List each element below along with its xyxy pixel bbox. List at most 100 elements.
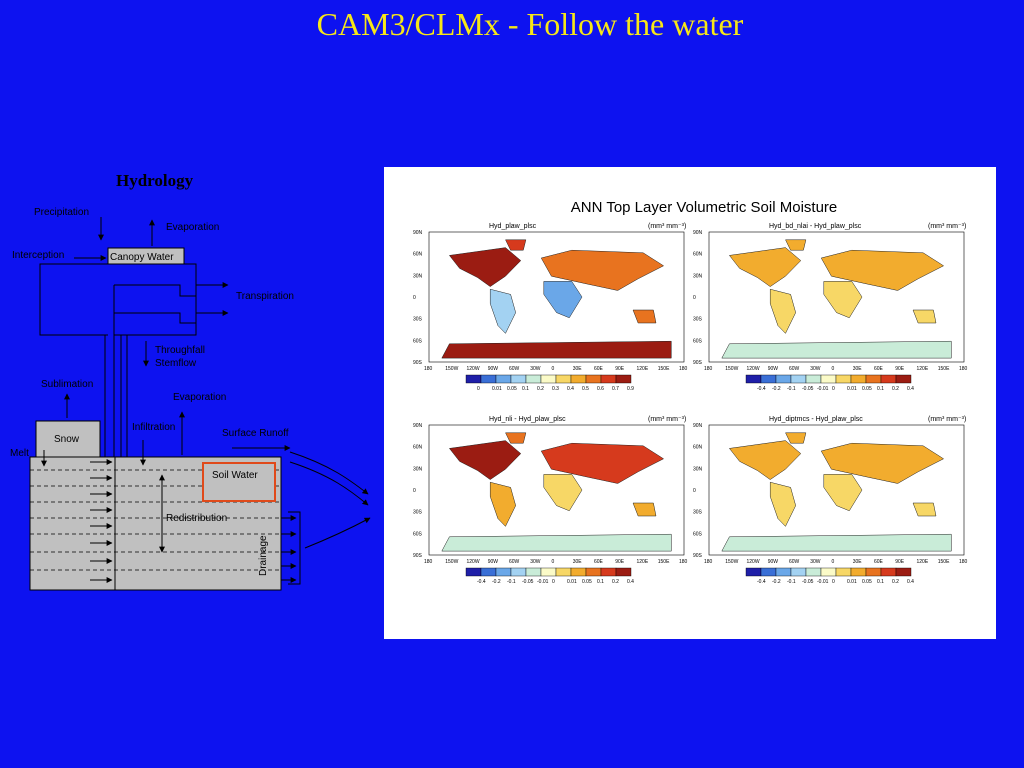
lat-tick: 30N [693, 273, 703, 279]
lon-tick: 150W [725, 366, 738, 372]
lat-tick: 30N [413, 466, 423, 472]
landmass [448, 247, 522, 287]
colorbar-label: -0.2 [772, 579, 781, 585]
lon-tick: 60W [789, 559, 800, 565]
canopy-water-label: Canopy Water [110, 252, 174, 263]
colorbar-swatch [495, 567, 512, 577]
lat-tick: 0 [693, 488, 696, 494]
colorbar-swatch [790, 567, 807, 577]
map-plot-1: Hyd_plaw_plsc (mm³ mm⁻³) 90N 60N 30N 0 30S 60S 9… [413, 223, 688, 392]
lon-tick: 90W [488, 366, 499, 372]
colorbar-swatch [805, 567, 822, 577]
colorbar-swatch [465, 567, 482, 577]
colorbar-swatch [760, 374, 777, 384]
colorbar-swatch [805, 374, 822, 384]
landmass [632, 309, 657, 324]
lon-tick: 90E [615, 366, 625, 372]
colorbar-swatch [820, 567, 837, 577]
lon-tick: 150W [445, 559, 458, 565]
lat-tick: 90N [413, 230, 423, 236]
colorbar-label: -0.1 [507, 579, 516, 585]
sublimation-label: Sublimation [41, 379, 93, 390]
colorbar-label: 0.3 [552, 386, 559, 392]
lat-tick: 90S [693, 553, 703, 559]
soil-moisture-panel: ANN Top Layer Volumetric Soil Moisture H… [384, 167, 996, 639]
lat-tick: 60S [413, 338, 423, 344]
landmass [540, 249, 665, 291]
colorbar-label: -0.2 [772, 386, 781, 392]
lon-tick: 150E [658, 559, 670, 565]
lat-tick: 30S [693, 510, 703, 516]
colorbar-swatch [525, 374, 542, 384]
colorbar-label: 0.2 [892, 386, 899, 392]
landmass [505, 432, 527, 444]
colorbar-swatch [895, 374, 912, 384]
colorbar-swatch [555, 374, 572, 384]
lat-tick: 0 [693, 295, 696, 301]
hydrology-title: Hydrology [116, 171, 194, 190]
lon-tick: 180 [704, 366, 713, 372]
map-units: (mm³ mm⁻³) [928, 223, 966, 230]
lon-tick: 0 [832, 559, 835, 565]
landmass [728, 440, 802, 480]
runoff-curve [289, 451, 369, 495]
lat-tick: 60N [693, 252, 703, 258]
colorbar-swatch [775, 567, 792, 577]
lon-tick: 120W [747, 559, 760, 565]
ground-evaporation-label: Evaporation [173, 392, 226, 403]
colorbar-swatch [510, 567, 527, 577]
lat-tick: 60S [413, 531, 423, 537]
colorbar-swatch [510, 374, 527, 384]
lat-tick: 60N [693, 445, 703, 451]
lon-tick: 90W [768, 559, 779, 565]
landmass [769, 288, 796, 334]
lat-tick: 60N [413, 445, 423, 451]
colorbar-swatch [835, 374, 852, 384]
lon-tick: 90E [615, 559, 625, 565]
drainage-curve [304, 517, 371, 549]
landmass [441, 533, 672, 552]
lon-tick: 180 [959, 559, 968, 565]
colorbar-label: 0.4 [907, 579, 914, 585]
colorbar-swatch [880, 374, 897, 384]
colorbar-swatch [760, 567, 777, 577]
colorbar-label: 0.2 [612, 579, 619, 585]
lon-tick: 0 [552, 366, 555, 372]
landmass [769, 481, 796, 527]
colorbar-label: -0.4 [477, 579, 486, 585]
colorbar-swatch [480, 374, 497, 384]
soil-moisture-maps: Hyd_plaw_plsc (mm³ mm⁻³) 90N 60N 30N 0 30S 60S 9… [413, 223, 968, 585]
colorbar-label: -0.01 [537, 579, 549, 585]
lon-tick: 180 [704, 559, 713, 565]
lon-tick: 0 [552, 559, 555, 565]
lat-tick: 0 [413, 295, 416, 301]
colorbar-swatch [835, 567, 852, 577]
lon-tick: 120E [917, 366, 929, 372]
colorbar-swatch [850, 374, 867, 384]
snow-box [35, 420, 101, 458]
landmass [489, 481, 516, 527]
colorbar-label: -0.1 [787, 386, 796, 392]
landmass [728, 247, 802, 287]
lat-tick: 90S [413, 360, 423, 366]
colorbar-label: 0 [477, 386, 480, 392]
colorbar-label: 0.4 [567, 386, 574, 392]
colorbar-swatch [465, 374, 482, 384]
colorbar-label: -0.05 [522, 579, 534, 585]
lon-tick: 150E [658, 366, 670, 372]
colorbar-label: -0.01 [817, 579, 829, 585]
lon-tick: 30W [810, 559, 821, 565]
soil-water-box [202, 462, 276, 502]
colorbar-swatch [850, 567, 867, 577]
lat-tick: 30N [413, 273, 423, 279]
colorbar-swatch [775, 374, 792, 384]
colorbar-swatch [745, 567, 762, 577]
lon-tick: 60E [594, 366, 604, 372]
soil-moisture-panel-title: ANN Top Layer Volumetric Soil Moisture [570, 199, 838, 216]
colorbar-swatch [600, 567, 617, 577]
colorbar-swatch [570, 374, 587, 384]
lon-tick: 150W [445, 366, 458, 372]
colorbar-swatch [790, 374, 807, 384]
lat-tick: 90N [413, 423, 423, 429]
colorbar-swatch [525, 567, 542, 577]
